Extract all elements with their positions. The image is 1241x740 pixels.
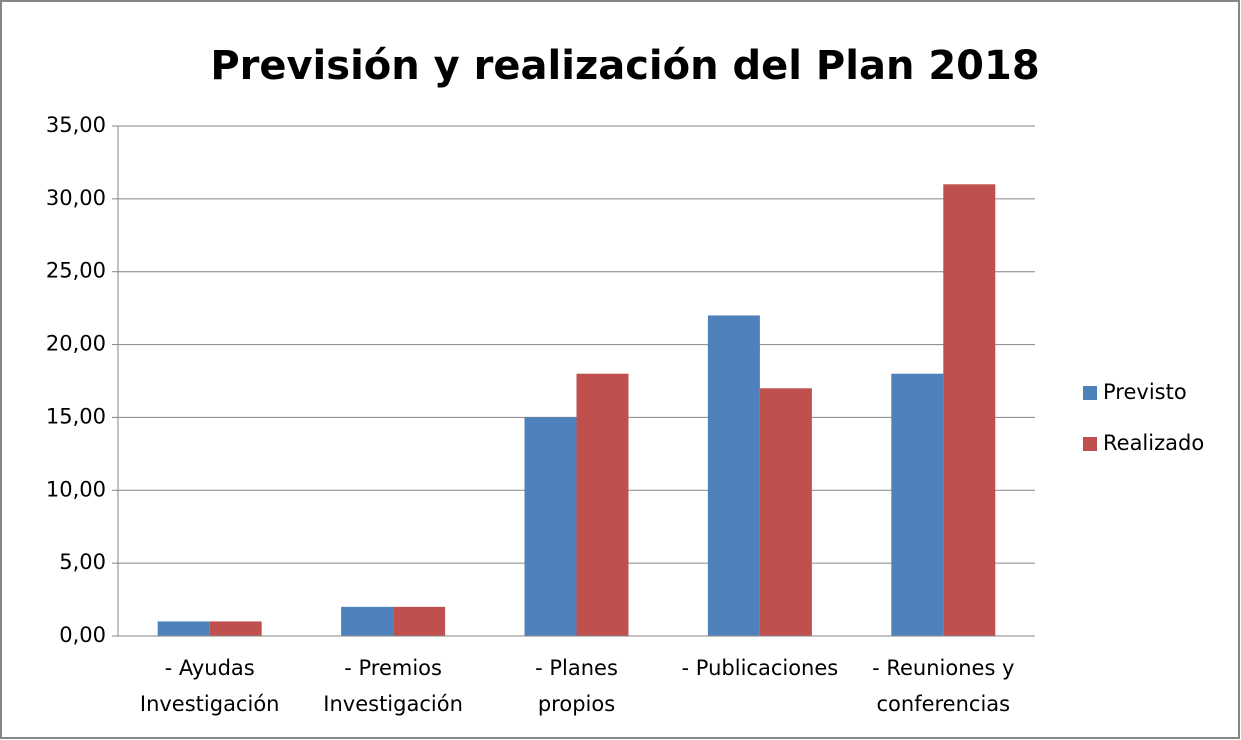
- y-tick-label: 5,00: [59, 550, 106, 574]
- bar: [393, 606, 446, 636]
- y-tick-label: 15,00: [46, 404, 106, 428]
- x-tick-label: - Planes propios: [535, 656, 618, 716]
- x-tick-label: - Ayudas Investigación: [139, 656, 280, 716]
- bar: [943, 184, 996, 637]
- y-tick-label: 20,00: [46, 332, 106, 356]
- legend-swatch: [1083, 386, 1097, 400]
- bar: [524, 417, 577, 636]
- y-tick-label: 30,00: [46, 186, 106, 210]
- chart-title: Previsión y realización del Plan 2018: [210, 43, 1039, 89]
- x-tick-label: - Reuniones y conferencias: [872, 656, 1015, 716]
- legend-label: Previsto: [1103, 380, 1187, 404]
- bar: [759, 388, 812, 636]
- y-tick-label: 10,00: [46, 477, 106, 501]
- bar: [209, 621, 262, 636]
- x-tick-label: - Premios Investigación: [323, 656, 463, 716]
- y-tick-label: 35,00: [46, 113, 106, 137]
- bar: [707, 315, 760, 636]
- bar: [576, 373, 629, 636]
- y-tick-label: 25,00: [46, 259, 106, 283]
- legend-swatch: [1083, 437, 1097, 451]
- legend-label: Realizado: [1103, 431, 1204, 455]
- bar: [341, 606, 394, 636]
- y-tick-label: 0,00: [59, 623, 106, 647]
- bar: [157, 621, 210, 636]
- x-tick-label: - Publicaciones: [681, 656, 839, 680]
- bar: [891, 373, 944, 636]
